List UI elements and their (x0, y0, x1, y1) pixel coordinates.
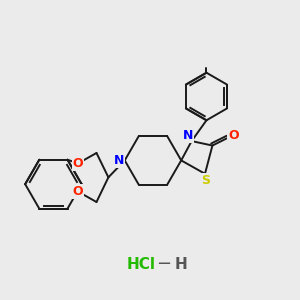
Text: −: − (156, 255, 171, 273)
Text: N: N (114, 154, 124, 167)
Text: HCl: HCl (127, 257, 156, 272)
Text: O: O (73, 157, 83, 170)
Text: N: N (183, 129, 193, 142)
Text: H: H (175, 257, 188, 272)
Text: O: O (228, 129, 238, 142)
Text: S: S (201, 174, 210, 187)
Text: O: O (73, 185, 83, 198)
